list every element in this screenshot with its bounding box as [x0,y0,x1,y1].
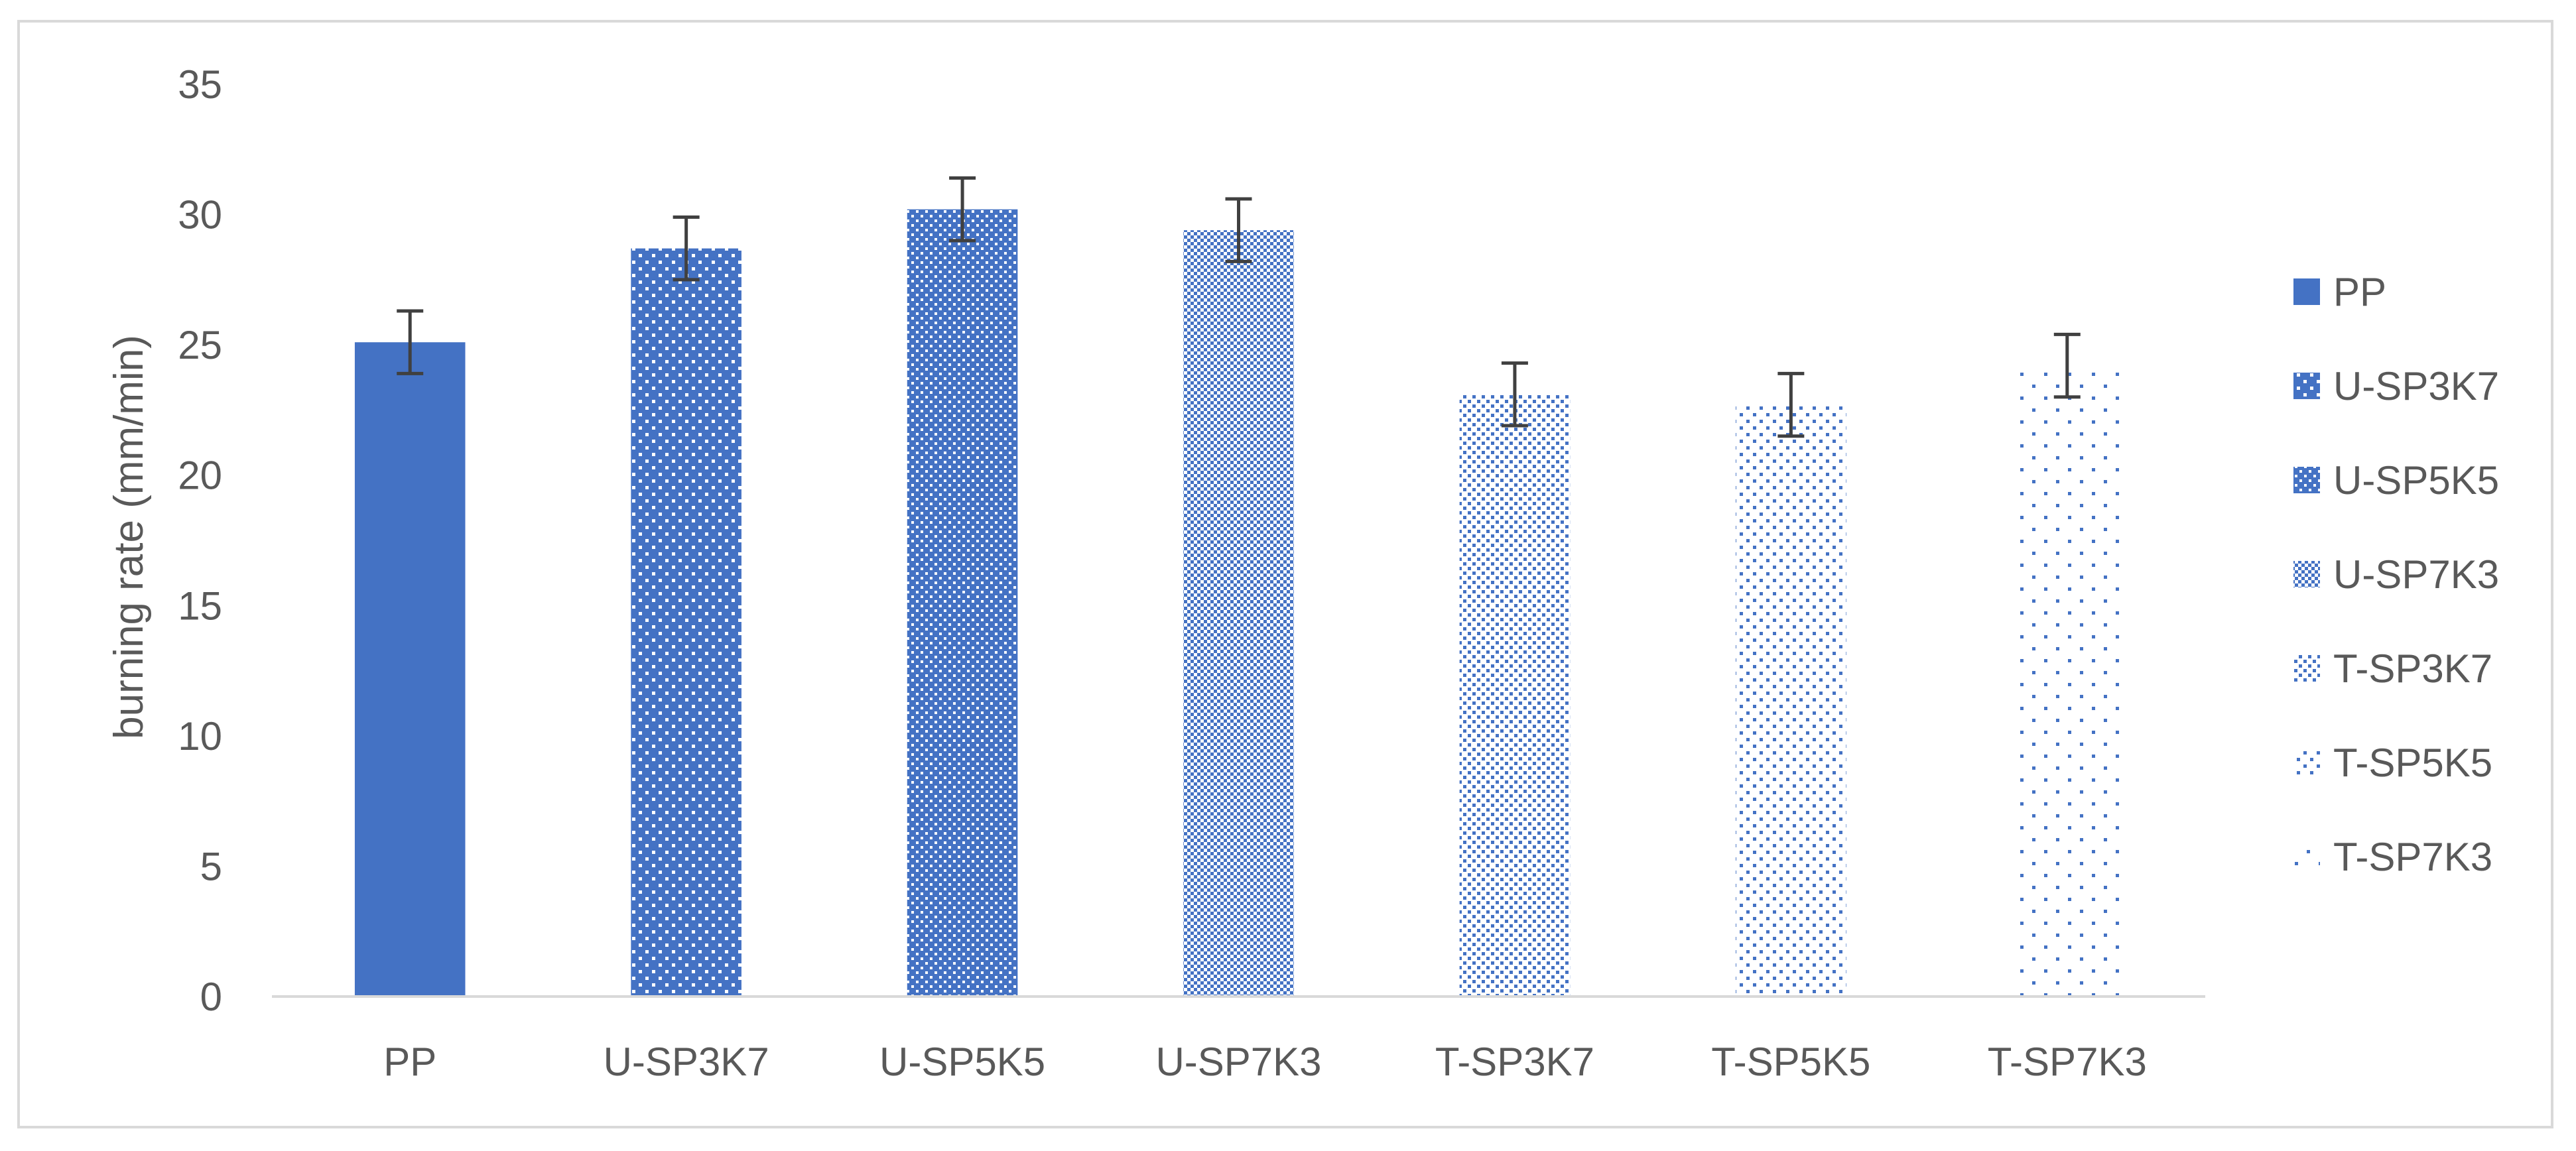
legend-swatch [2293,278,2320,305]
x-tick-label: T-SP5K5 [1711,1040,1870,1084]
bar [1459,394,1571,997]
x-tick-label: U-SP3K7 [604,1040,769,1084]
y-tick-label: 5 [200,844,222,888]
y-tick-label: 25 [178,323,222,367]
y-axis-title: burning rate (mm/min) [106,335,152,739]
legend-label: U-SP7K3 [2333,552,2499,597]
error-bar [1777,371,1805,438]
legend-swatch [2293,467,2320,493]
legend-label: T-SP5K5 [2333,741,2492,785]
bar [1183,230,1294,997]
legend-swatch [2293,749,2320,776]
y-axis-ticks: 0 5 10 15 20 25 30 35 [178,62,222,1019]
legend-label: PP [2333,270,2386,314]
legend-swatch [2293,373,2320,399]
y-tick-label: 15 [178,583,222,628]
error-bar [673,215,700,282]
legend-swatch [2293,843,2320,870]
x-tick-label: U-SP5K5 [879,1040,1045,1084]
legend-label: U-SP5K5 [2333,458,2499,503]
x-tick-label: T-SP7K3 [1988,1040,2147,1084]
y-tick-label: 0 [200,975,222,1019]
y-tick-label: 10 [178,714,222,758]
bar [1736,404,1846,997]
legend-swatch [2293,561,2320,587]
y-tick-label: 20 [178,454,222,498]
legend-label: T-SP3K7 [2333,646,2492,691]
y-tick-label: 30 [178,193,222,237]
legend-label: T-SP7K3 [2333,835,2492,879]
error-bar [1225,197,1252,263]
x-tick-label: U-SP7K3 [1155,1040,1321,1084]
legend: PP U-SP3K7 U-SP5K5 U-SP7K3 T-SP3K7 T-SP5K5 T-S… [2293,270,2499,879]
error-bar [949,176,976,243]
bar [2012,365,2123,997]
legend-label: U-SP3K7 [2333,364,2499,408]
x-axis-labels: PP U-SP3K7 U-SP5K5 U-SP7K3 T-SP3K7 T-SP5K5 T-S… [383,1040,2147,1084]
error-bar [397,309,424,375]
x-tick-label: PP [383,1040,436,1084]
bars-group [354,209,2123,997]
legend-swatch [2293,655,2320,682]
bar [631,248,741,997]
y-tick-label: 35 [178,62,222,107]
error-bar [2053,332,2081,399]
error-bars-group [397,176,2081,438]
bar [354,342,466,997]
bar [907,209,1018,997]
error-bar [1501,361,1528,428]
x-tick-label: T-SP3K7 [1435,1040,1594,1084]
